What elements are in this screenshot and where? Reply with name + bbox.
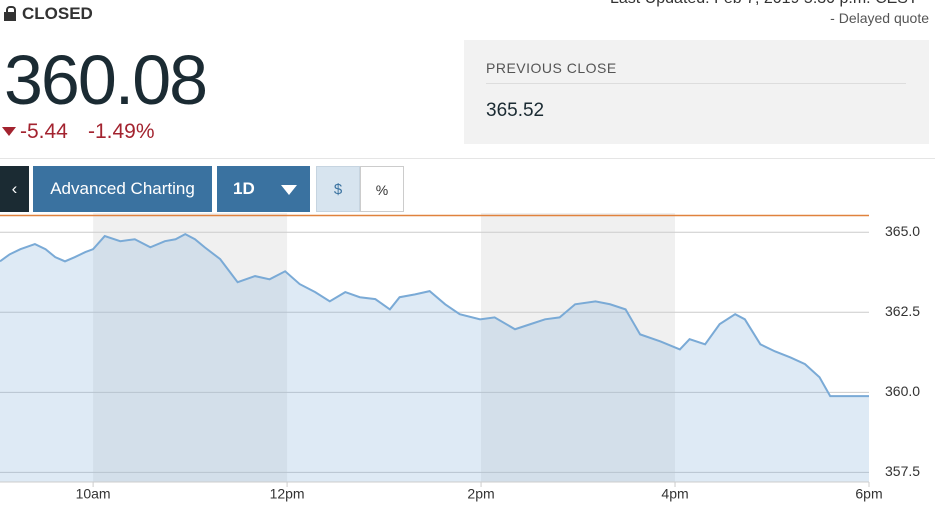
delayed-quote: - Delayed quote	[830, 10, 929, 26]
separator	[0, 158, 935, 159]
x-tick-label: 4pm	[661, 486, 688, 502]
last-updated: Last Updated: Feb 7, 2019 5:30 p.m. CEST	[610, 0, 918, 8]
back-button[interactable]: ‹	[0, 166, 29, 212]
divider	[486, 83, 906, 84]
advanced-charting-button[interactable]: Advanced Charting	[33, 166, 212, 212]
price: 360.08	[4, 41, 208, 119]
x-tick-label: 6pm	[855, 486, 882, 502]
previous-close-value: 365.52	[486, 100, 545, 121]
dollar-toggle[interactable]: $	[316, 166, 360, 212]
y-tick-label: 357.5	[885, 463, 920, 479]
previous-close-label: PREVIOUS CLOSE	[486, 60, 617, 76]
x-tick-label: 12pm	[270, 486, 305, 502]
range-label: 1D	[233, 179, 255, 198]
x-tick-label: 10am	[76, 486, 111, 502]
previous-close-box: PREVIOUS CLOSE 365.52	[464, 40, 929, 144]
percent-toggle[interactable]: %	[360, 166, 404, 212]
time-band	[93, 213, 288, 482]
down-arrow	[2, 127, 16, 136]
y-tick-label: 362.5	[885, 303, 920, 319]
change-pct: -1.49%	[88, 120, 155, 143]
price-line	[0, 233, 869, 398]
time-band	[481, 213, 676, 482]
change: -5.44	[20, 120, 68, 143]
y-tick-label: 365.0	[885, 223, 920, 239]
x-tick-label: 2pm	[467, 486, 494, 502]
market-status: CLOSED	[22, 4, 93, 23]
y-tick-label: 360.0	[885, 383, 920, 399]
lock-icon	[4, 6, 16, 21]
price-area	[0, 234, 869, 482]
range-dropdown[interactable]: 1D	[217, 166, 310, 212]
